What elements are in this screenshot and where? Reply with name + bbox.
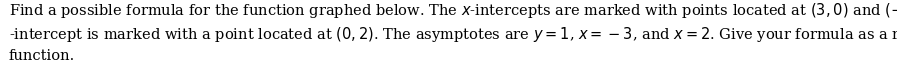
Text: Find a possible formula for the function graphed below. The $x$-intercepts are m: Find a possible formula for the function…	[9, 1, 897, 63]
